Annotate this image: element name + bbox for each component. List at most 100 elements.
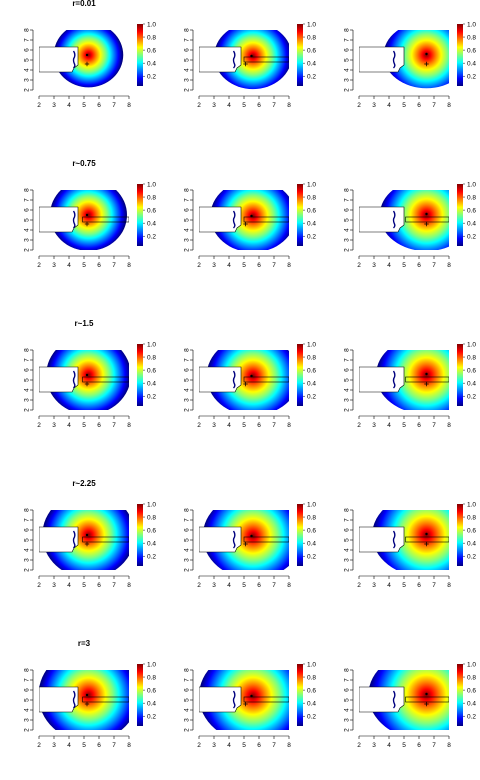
corridor-box — [405, 376, 449, 383]
land-region — [199, 46, 242, 73]
y-tick-label: 7 — [344, 198, 351, 202]
y-tick-label: 6 — [24, 48, 31, 52]
y-tick-label: 8 — [184, 508, 191, 512]
heat-field — [202, 510, 289, 570]
x-tick-label: 5 — [82, 262, 86, 269]
axes: 2 3 4 5 6 7 8 2 3 4 5 6 7 8 — [344, 348, 451, 429]
panel-r2-c1: 2 3 4 5 6 7 8 2 3 4 5 6 7 8 0.2 0.4 0.6 0.8 1.0 — [184, 341, 317, 429]
island-shape — [232, 690, 236, 709]
x-tick-label: 3 — [372, 102, 376, 109]
x-tick-label: 3 — [52, 102, 56, 109]
heat-field — [383, 30, 449, 89]
axes: 2 3 4 5 6 7 8 2 3 4 5 6 7 8 — [24, 668, 131, 749]
point-plus — [84, 541, 90, 547]
x-tick-label: 6 — [257, 262, 261, 269]
colorbar-tick-label: 0.8 — [307, 194, 316, 201]
x-tick-label: 2 — [37, 102, 41, 109]
x-tick-label: 3 — [212, 582, 216, 589]
heat-field — [53, 30, 124, 88]
colorbar: 0.2 0.4 0.6 0.8 1.0 — [297, 661, 316, 726]
colorbar-tick-label: 0.4 — [307, 60, 316, 67]
y-tick-label: 7 — [184, 518, 191, 522]
x-tick-label: 5 — [402, 742, 406, 749]
y-tick-label: 7 — [24, 358, 31, 362]
colorbar-tick-label: 0.4 — [307, 700, 316, 707]
axes: 2 3 4 5 6 7 8 2 3 4 5 6 7 8 — [184, 508, 291, 589]
colorbar-tick-label: 0.2 — [307, 74, 316, 81]
point-dot — [425, 212, 428, 216]
colorbar-scale — [457, 504, 463, 566]
island-shape — [72, 210, 76, 229]
y-tick-label: 3 — [344, 398, 351, 402]
island-shape — [232, 210, 236, 229]
x-tick-label: 7 — [432, 102, 436, 109]
corridor-box — [82, 536, 129, 543]
x-tick-label: 3 — [212, 102, 216, 109]
y-tick-label: 4 — [344, 548, 351, 552]
y-tick-label: 2 — [344, 408, 351, 412]
x-tick-label: 8 — [447, 102, 451, 109]
y-tick-label: 6 — [24, 208, 31, 212]
y-tick-label: 6 — [184, 48, 191, 52]
y-tick-label: 2 — [344, 88, 351, 92]
colorbar-tick-label: 1.0 — [467, 501, 476, 508]
x-tick-label: 5 — [82, 422, 86, 429]
colorbar-tick-label: 0.4 — [147, 700, 156, 707]
panel-r1-c1: 2 3 4 5 6 7 8 2 3 4 5 6 7 8 0.2 0.4 0.6 0.8 1.0 — [184, 181, 317, 269]
land-region — [199, 686, 242, 713]
point-plus — [243, 221, 248, 227]
y-tick-label: 5 — [344, 698, 351, 702]
x-tick-label: 7 — [432, 742, 436, 749]
colorbar-tick-label: 0.2 — [307, 394, 316, 401]
y-tick-label: 5 — [24, 538, 31, 542]
x-tick-label: 7 — [112, 422, 116, 429]
island-shape — [72, 50, 76, 69]
colorbar-tick-label: 0.6 — [467, 47, 476, 54]
y-tick-label: 6 — [344, 48, 351, 52]
colorbar-tick-label: 1.0 — [147, 661, 156, 668]
point-plus — [424, 541, 429, 547]
axes: 2 3 4 5 6 7 8 2 3 4 5 6 7 8 — [344, 668, 451, 749]
y-tick-label: 3 — [24, 78, 31, 82]
x-tick-label: 2 — [37, 742, 41, 749]
x-tick-label: 5 — [242, 422, 246, 429]
axes: 2 3 4 5 6 7 8 2 3 4 5 6 7 8 — [24, 348, 131, 429]
island-shape — [392, 210, 396, 229]
colorbar-tick-label: 0.6 — [467, 207, 476, 214]
y-tick-label: 2 — [24, 408, 31, 412]
colorbar-scale — [457, 344, 463, 406]
row-title: r=0.01 — [72, 0, 96, 8]
colorbar-scale — [137, 24, 143, 86]
colorbar-tick-label: 0.2 — [467, 234, 476, 241]
colorbar-tick-label: 0.8 — [467, 514, 476, 521]
panel-r4-c2: 2 3 4 5 6 7 8 2 3 4 5 6 7 8 0.2 0.4 0.6 0.8 1.0 — [344, 661, 477, 749]
y-tick-label: 3 — [344, 238, 351, 242]
colorbar: 0.2 0.4 0.6 0.8 1.0 — [457, 21, 476, 86]
y-tick-label: 3 — [344, 718, 351, 722]
island-shape — [232, 530, 236, 549]
x-tick-label: 4 — [387, 262, 391, 269]
y-tick-label: 6 — [344, 688, 351, 692]
y-tick-label: 2 — [184, 568, 191, 572]
x-tick-label: 5 — [242, 582, 246, 589]
x-tick-label: 4 — [387, 582, 391, 589]
x-tick-label: 8 — [127, 102, 131, 109]
y-tick-label: 7 — [344, 518, 351, 522]
panel-r0-c0: 2 3 4 5 6 7 8 2 3 4 5 6 7 8 0.2 0.4 0.6 0.8 1.0 r=0.01 — [24, 0, 157, 109]
x-tick-label: 2 — [357, 422, 361, 429]
x-tick-label: 5 — [242, 262, 246, 269]
y-tick-label: 4 — [24, 68, 31, 72]
x-tick-label: 4 — [227, 102, 231, 109]
axes: 2 3 4 5 6 7 8 2 3 4 5 6 7 8 — [344, 188, 451, 269]
heat-field — [379, 190, 449, 250]
point-dot — [425, 372, 428, 376]
x-tick-label: 7 — [432, 582, 436, 589]
y-tick-label: 6 — [24, 688, 31, 692]
colorbar: 0.2 0.4 0.6 0.8 1.0 — [137, 181, 156, 246]
y-tick-label: 7 — [344, 678, 351, 682]
island-shape — [72, 370, 76, 389]
y-tick-label: 3 — [24, 238, 31, 242]
point-plus — [84, 381, 90, 387]
x-tick-label: 2 — [357, 262, 361, 269]
colorbar-tick-label: 0.6 — [147, 47, 156, 54]
